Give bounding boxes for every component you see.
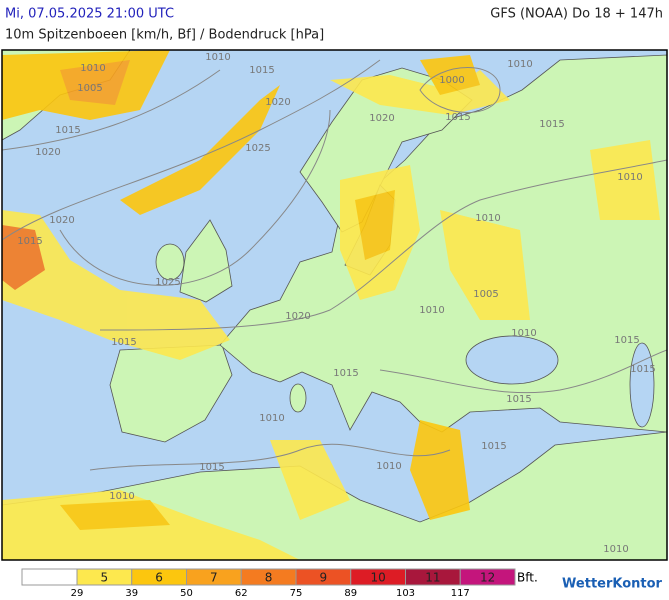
datetime: Mi, 07.05.2025 21:00 UTC — [5, 7, 174, 22]
isobar-label: 1010 — [617, 172, 642, 183]
isobar-label: 1010 — [376, 461, 401, 472]
map: 1010 1005 1015 1010 1020 1015 1020 1025 1020 1000… — [1, 49, 668, 561]
isobar-label: 1020 — [49, 215, 74, 226]
legend-threshold: 39 — [125, 588, 138, 599]
legend-bft-label: 10 — [370, 571, 385, 585]
legend-bft-label: 12 — [480, 571, 495, 585]
isobar-label: 1020 — [35, 147, 60, 158]
isobar-label: 1010 — [80, 63, 105, 74]
isobar-label: 1015 — [55, 125, 80, 136]
legend: 5 6 7 8 9 10 11 12 Bft.29 39 50 62 75 89 103 117 — [21, 568, 538, 599]
legend-bft-label: 9 — [320, 571, 328, 585]
isobar-label: 1010 — [507, 59, 532, 70]
isobar-label: 1025 — [245, 143, 270, 154]
isobar-label: 1015 — [445, 112, 470, 123]
legend-threshold: 103 — [396, 588, 415, 599]
isobar-label: 1020 — [369, 113, 394, 124]
isobar-label: 1010 — [259, 413, 284, 424]
legend-bft-label: 8 — [265, 571, 273, 585]
wind-areas — [2, 50, 660, 560]
isobar-label: 1000 — [439, 75, 464, 86]
legend-threshold: 75 — [290, 588, 303, 599]
isobar-label: 1010 — [603, 544, 628, 555]
legend-bft-label: 6 — [155, 571, 163, 585]
isobar-label: 1020 — [285, 311, 310, 322]
isobar-label: 1020 — [265, 97, 290, 108]
isobar-label: 1015 — [630, 364, 655, 375]
isobar-label: 1010 — [205, 52, 230, 63]
legend-threshold: 117 — [451, 588, 470, 599]
isobar-label: 1015 — [199, 462, 224, 473]
isobar-label: 1015 — [614, 335, 639, 346]
legend-bft-label: 11 — [425, 571, 440, 585]
isobar-label: 1005 — [473, 289, 498, 300]
brand: WetterKontor — [562, 577, 663, 592]
legend-swatch — [459, 568, 516, 586]
isobar-label: 1010 — [475, 213, 500, 224]
isobar-label: 1015 — [481, 441, 506, 452]
isobar-label: 1015 — [506, 394, 531, 405]
legend-threshold: 62 — [235, 588, 248, 599]
model-run: GFS (NOAA) Do 18 + 147h — [490, 7, 663, 22]
legend-base-swatch — [21, 568, 78, 586]
isobar-label: 1005 — [77, 83, 102, 94]
isobar-label: 1015 — [249, 65, 274, 76]
isobar-label: 1015 — [333, 368, 358, 379]
legend-unit: Bft. — [517, 571, 538, 585]
legend-threshold: 89 — [344, 588, 357, 599]
isobar-label: 1025 — [155, 277, 180, 288]
legend-bft-label: 7 — [210, 571, 218, 585]
legend-threshold: 50 — [180, 588, 193, 599]
isobar-label: 1015 — [17, 236, 42, 247]
isobar-labels: 1010 1005 1015 1010 1020 1015 1020 1025 1020 1000… — [17, 52, 655, 555]
isobar-label: 1015 — [111, 337, 136, 348]
isobar-label: 1010 — [109, 491, 134, 502]
legend-bft-label: 5 — [101, 571, 109, 585]
isobars — [2, 59, 667, 471]
subtitle: 10m Spitzenboeen [km/h, Bf] / Bodendruck… — [5, 28, 324, 43]
legend-threshold: 29 — [71, 588, 84, 599]
isobar-label: 1010 — [419, 305, 444, 316]
isobar-label: 1010 — [511, 328, 536, 339]
map-frame — [1, 49, 668, 561]
isobar-label: 1015 — [539, 119, 564, 130]
